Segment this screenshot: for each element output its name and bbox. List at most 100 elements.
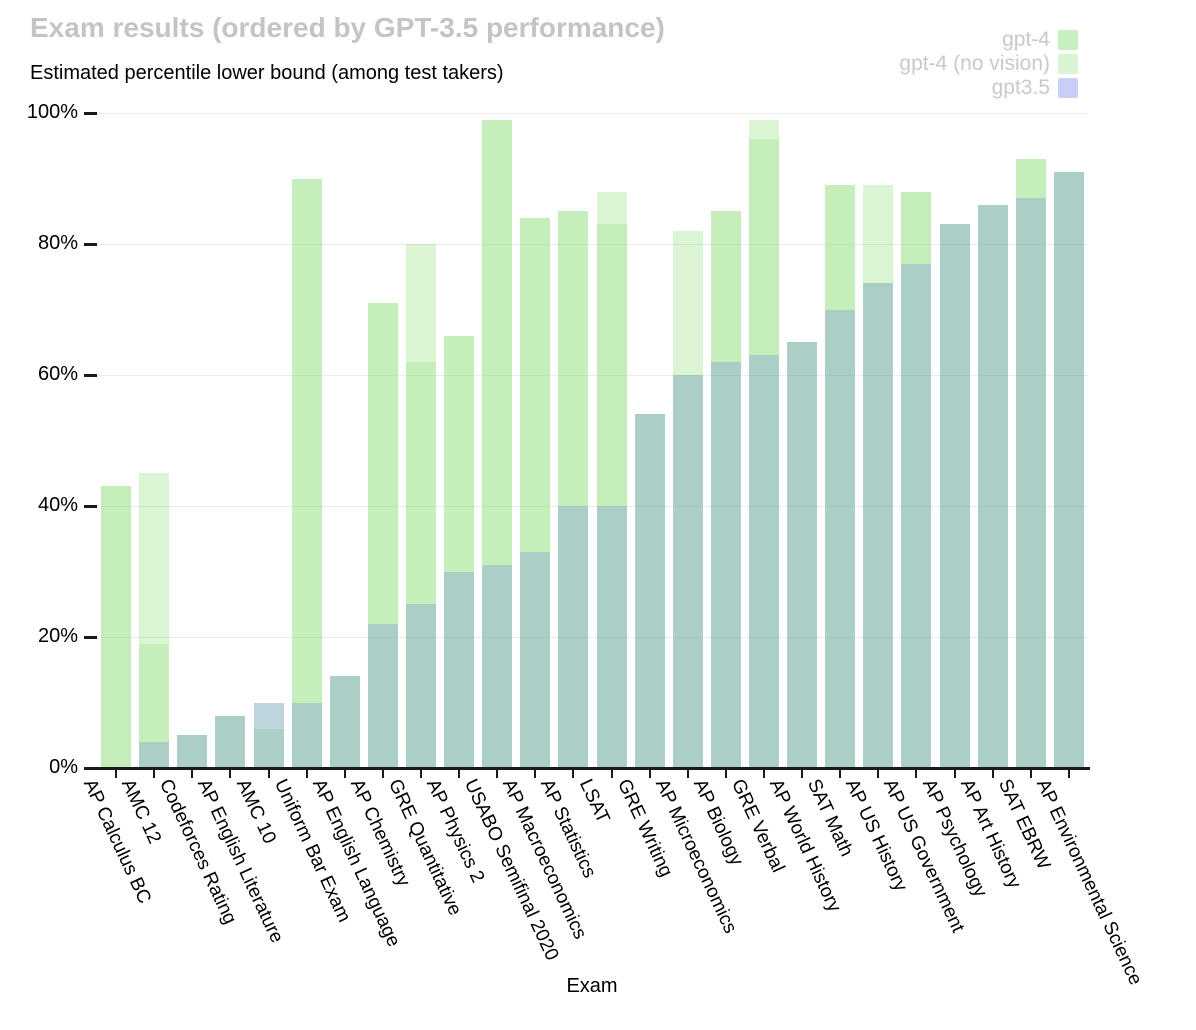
bar-group (367, 113, 398, 768)
x-tick-mark (648, 769, 651, 778)
bar-group (596, 113, 627, 768)
bar-group (901, 113, 932, 768)
x-tick-mark (534, 769, 537, 778)
x-axis-title: Exam (566, 975, 618, 997)
x-tick-label: LSAT (574, 776, 614, 827)
bar-group (710, 113, 741, 768)
bar-group (482, 113, 513, 768)
x-tick-mark (686, 769, 689, 778)
bar-gpt-4 (977, 204, 1008, 768)
bar-gpt-4 (901, 191, 932, 768)
x-tick-mark (1029, 769, 1032, 778)
bar-group (520, 113, 551, 768)
x-tick-mark (839, 769, 842, 778)
x-tick-mark (877, 769, 880, 778)
bar-gpt-4-no-vision- (1015, 158, 1046, 768)
bar-gpt-4-no-vision- (177, 735, 208, 768)
bar-gpt3.5 (710, 361, 741, 768)
bar-gpt3.5 (444, 571, 475, 768)
y-tick-mark (84, 635, 97, 639)
bar-group (939, 113, 970, 768)
gridline (97, 112, 1088, 114)
legend-swatch-gpt3.5 (1058, 78, 1078, 98)
x-tick-mark (496, 769, 499, 778)
bar-gpt-4-no-vision- (329, 676, 360, 768)
bar-gpt-4-no-vision- (596, 224, 627, 768)
y-tick-label: 20% (37, 625, 78, 647)
x-tick-mark (305, 769, 308, 778)
bar-gpt-4-no-vision- (482, 119, 513, 768)
bar-gpt3.5 (215, 715, 246, 768)
x-tick-mark (115, 769, 118, 778)
legend-label: gpt3.5 (991, 76, 1050, 99)
bar-gpt-4-no-vision- (977, 204, 1008, 768)
legend-item: gpt-4 (no vision) (899, 52, 1078, 76)
y-tick-label: 60% (37, 363, 78, 385)
bar-gpt-4 (787, 342, 818, 768)
chart-title: Exam results (ordered by GPT-3.5 perform… (30, 12, 665, 43)
legend-swatch-gpt-4-no-vision- (1058, 54, 1078, 74)
bar-gpt-4 (291, 178, 322, 768)
bar-gpt3.5 (520, 551, 551, 768)
bar-gpt-4-no-vision- (215, 715, 246, 768)
bar-gpt-4 (482, 119, 513, 768)
bar-gpt-4 (444, 335, 475, 768)
bar-gpt-4-no-vision- (253, 702, 284, 768)
bar-group (177, 113, 208, 768)
bar-gpt-4-no-vision- (939, 224, 970, 768)
bar-group (1053, 113, 1084, 768)
bar-gpt-4 (101, 486, 132, 768)
bar-gpt-4 (367, 302, 398, 768)
bar-group (863, 113, 894, 768)
bar-gpt3.5 (1053, 171, 1084, 768)
bar-group (291, 113, 322, 768)
bar-group (405, 113, 436, 768)
bar-gpt3.5 (787, 342, 818, 768)
legend-swatch-gpt-4 (1058, 30, 1078, 50)
bar-gpt-4 (558, 211, 589, 768)
bar-group (977, 113, 1008, 768)
bar-gpt-4-no-vision- (101, 486, 132, 768)
bar-gpt-4 (177, 735, 208, 768)
bar-gpt-4-no-vision- (863, 283, 894, 768)
y-tick-mark (84, 242, 97, 246)
gridline (97, 243, 1088, 245)
x-tick-label: AP Environmental Science (1031, 776, 1146, 989)
bar-gpt-4 (215, 715, 246, 768)
bar-gpt-4 (139, 473, 170, 768)
bar-group (1015, 113, 1046, 768)
bar-gpt-4-no-vision- (367, 302, 398, 768)
bar-gpt-4-no-vision- (749, 139, 780, 768)
bar-gpt-4-no-vision- (710, 211, 741, 768)
x-tick-mark (991, 769, 994, 778)
bar-gpt3.5 (139, 741, 170, 768)
bar-gpt3.5 (405, 604, 436, 768)
bar-gpt3.5 (177, 735, 208, 768)
bar-group (558, 113, 589, 768)
bar-gpt-4-no-vision- (558, 211, 589, 768)
bar-gpt-4 (1015, 158, 1046, 768)
bar-gpt-4-no-vision- (634, 414, 665, 768)
y-tick-label: 100% (26, 101, 78, 123)
x-tick-mark (191, 769, 194, 778)
bar-group (139, 113, 170, 768)
x-tick-mark (153, 769, 156, 778)
bar-gpt-4 (863, 185, 894, 768)
x-axis-line (95, 767, 1090, 770)
y-tick-mark (84, 504, 97, 508)
gridline (97, 636, 1088, 638)
x-tick-mark (953, 769, 956, 778)
bar-gpt-4 (672, 230, 703, 768)
bar-gpt-4 (405, 244, 436, 768)
bar-group (101, 113, 132, 768)
legend-item: gpt3.5 (899, 76, 1078, 100)
bar-gpt-4-no-vision- (901, 191, 932, 768)
x-tick-mark (763, 769, 766, 778)
bar-gpt3.5 (825, 309, 856, 768)
chart-subtitle: Estimated percentile lower bound (among … (30, 62, 504, 84)
y-tick-label: 0% (49, 756, 78, 778)
bar-group (787, 113, 818, 768)
bar-gpt-4 (939, 224, 970, 768)
bar-group (672, 113, 703, 768)
